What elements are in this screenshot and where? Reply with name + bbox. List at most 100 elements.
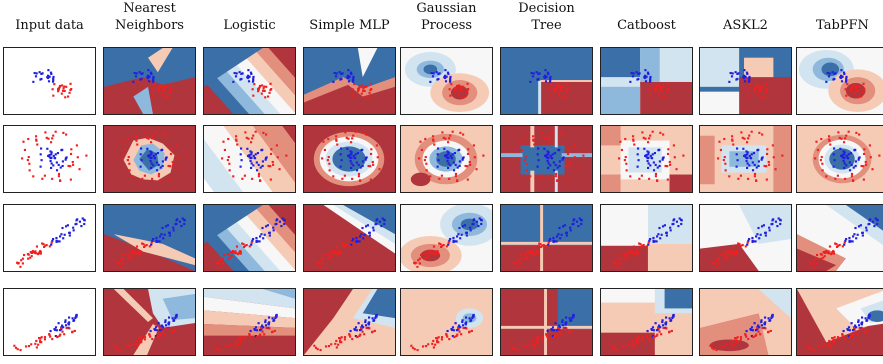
data-point-class-blue bbox=[350, 243, 353, 246]
data-point-class-red bbox=[344, 131, 347, 134]
data-point-class-red bbox=[61, 330, 64, 333]
data-point-class-red bbox=[124, 345, 128, 348]
column-title-input: Input data bbox=[0, 0, 100, 34]
data-point-class-red bbox=[147, 137, 150, 140]
data-point-class-red bbox=[566, 152, 570, 156]
data-point-class-red bbox=[119, 348, 122, 352]
data-point-class-red bbox=[455, 334, 458, 337]
data-point-class-blue bbox=[468, 317, 471, 320]
data-point-class-blue bbox=[671, 223, 674, 226]
data-point-class-red bbox=[141, 177, 144, 180]
data-point-class-blue bbox=[158, 240, 161, 243]
data-point-class-blue bbox=[261, 226, 264, 230]
data-point-class-blue bbox=[751, 239, 754, 242]
data-point-class-red bbox=[814, 262, 817, 265]
data-point-class-red bbox=[27, 253, 30, 256]
data-point-class-red bbox=[853, 84, 857, 87]
data-point-class-red bbox=[427, 255, 430, 258]
data-point-class-red bbox=[138, 337, 141, 340]
data-point-class-red bbox=[250, 241, 253, 244]
data-point-class-blue bbox=[283, 219, 286, 222]
data-point-class-red bbox=[524, 137, 527, 141]
data-point-class-red bbox=[157, 90, 160, 93]
data-point-class-blue bbox=[532, 72, 535, 75]
data-point-class-red bbox=[557, 92, 560, 95]
data-point-class-red bbox=[547, 241, 550, 244]
data-point-class-blue bbox=[281, 217, 284, 220]
data-point-class-red bbox=[143, 338, 146, 341]
data-point-class-red bbox=[261, 330, 264, 333]
data-point-class-red bbox=[272, 163, 275, 166]
data-point-class-red bbox=[335, 139, 338, 142]
data-point-class-blue bbox=[148, 153, 151, 157]
data-point-class-red bbox=[533, 143, 536, 146]
data-point-class-blue bbox=[166, 224, 169, 227]
data-point-class-red bbox=[43, 336, 47, 339]
data-point-class-red bbox=[521, 345, 525, 348]
data-point-class-blue bbox=[72, 226, 75, 229]
data-point-class-red bbox=[367, 95, 370, 98]
data-point-class-red bbox=[532, 139, 535, 142]
data-point-class-blue bbox=[848, 169, 852, 172]
data-point-class-blue bbox=[371, 317, 374, 320]
data-point-class-red bbox=[121, 157, 124, 160]
data-point-class-red bbox=[664, 164, 667, 168]
data-point-class-red bbox=[725, 251, 728, 254]
data-point-class-red bbox=[143, 174, 146, 177]
data-point-class-red bbox=[548, 338, 551, 341]
data-point-class-blue bbox=[744, 153, 747, 157]
data-point-class-red bbox=[745, 141, 749, 144]
plot-canvas bbox=[104, 126, 195, 192]
data-point-class-blue bbox=[52, 79, 55, 82]
data-point-class-red bbox=[419, 253, 423, 257]
data-point-class-red bbox=[440, 174, 443, 177]
data-point-class-blue bbox=[652, 161, 655, 164]
data-point-class-red bbox=[252, 94, 255, 97]
data-point-class-blue bbox=[552, 236, 555, 240]
data-point-class-blue bbox=[161, 324, 164, 327]
data-point-class-blue bbox=[847, 335, 850, 338]
data-point-class-blue bbox=[452, 161, 455, 164]
data-point-class-red bbox=[862, 82, 865, 85]
data-point-class-blue bbox=[445, 155, 448, 158]
data-point-class-red bbox=[49, 141, 53, 144]
data-point-class-red bbox=[243, 174, 246, 177]
data-point-class-red bbox=[156, 335, 159, 339]
decision-region bbox=[669, 174, 692, 192]
data-point-class-red bbox=[765, 165, 768, 168]
data-point-class-red bbox=[559, 87, 562, 90]
data-point-class-red bbox=[565, 327, 568, 330]
data-point-class-red bbox=[446, 335, 449, 338]
data-point-class-red bbox=[761, 133, 764, 136]
data-point-class-red bbox=[327, 345, 331, 348]
data-point-class-blue bbox=[828, 72, 831, 75]
data-point-class-blue bbox=[240, 159, 243, 162]
data-point-class-red bbox=[747, 137, 750, 140]
data-point-class-blue bbox=[254, 153, 257, 156]
data-point-class-red bbox=[731, 138, 734, 141]
data-point-class-blue bbox=[340, 159, 343, 162]
data-point-class-red bbox=[151, 338, 154, 341]
data-point-class-red bbox=[467, 148, 470, 151]
data-point-class-blue bbox=[255, 161, 258, 164]
data-point-class-red bbox=[243, 245, 246, 248]
data-point-class-blue bbox=[856, 233, 859, 236]
data-point-class-red bbox=[860, 95, 863, 98]
decision-region bbox=[148, 48, 173, 73]
data-point-class-blue bbox=[565, 234, 568, 237]
plot-canvas bbox=[104, 205, 195, 271]
data-point-class-blue bbox=[452, 169, 456, 172]
data-point-class-blue bbox=[41, 72, 44, 75]
data-point-class-blue bbox=[742, 74, 746, 77]
data-point-class-red bbox=[837, 244, 840, 247]
data-point-class-blue bbox=[659, 237, 662, 240]
data-point-class-blue bbox=[162, 326, 165, 329]
data-point-class-blue bbox=[252, 79, 255, 82]
data-point-class-red bbox=[13, 344, 16, 347]
data-point-class-blue bbox=[56, 240, 60, 243]
data-point-class-red bbox=[655, 84, 659, 88]
data-point-class-red bbox=[425, 169, 428, 172]
data-point-class-blue bbox=[847, 153, 850, 156]
data-point-class-red bbox=[641, 131, 644, 134]
data-point-class-red bbox=[353, 83, 356, 86]
